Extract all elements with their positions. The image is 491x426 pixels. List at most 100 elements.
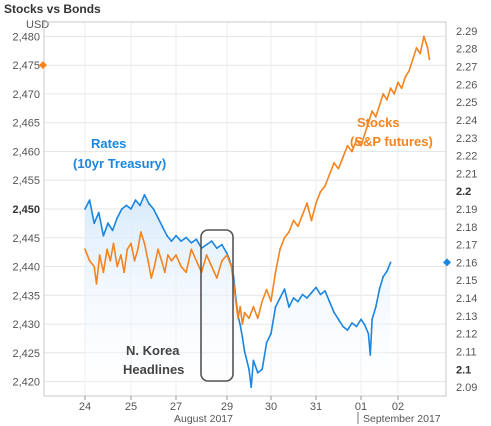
stocks-point [136,248,139,251]
rates-point [241,336,244,339]
stocks-point [84,248,86,251]
rates-point [337,318,340,321]
rates-point [360,318,362,321]
rates-point [88,199,91,202]
left-tick-label: 2,475 [12,60,40,72]
plot-frame [43,21,447,397]
stocks-point [112,242,115,245]
rates-annotation-line2: (10yr Treasury) [73,156,166,171]
stocks-point [126,248,129,251]
stocks-point [297,225,299,228]
right-axis-ticks: 2.29 2.28 2.27 2.26 2.25 2.24 2.23 2.22 2.21 2.2 2… [456,26,477,394]
x-tick-label: 24 [79,401,91,413]
chart-title: Stocks vs Bonds [4,2,101,16]
x-tick-label: 31 [310,401,322,413]
stocks-point [360,144,362,147]
left-tick-label: 2,420 [12,377,40,389]
right-tick-label: 2.22 [456,151,477,163]
right-tick-label: 2.25 [456,97,477,109]
rates-point [157,217,159,219]
rates-point [175,234,177,237]
rates-point [351,322,353,324]
stocks-point [239,305,242,308]
stocks-point [175,254,177,256]
rates-point [363,323,366,326]
stocks-point [248,317,250,320]
rates-annotation-line1: Rates [91,136,126,151]
rates-point [292,297,295,299]
right-tick-label: 2.26 [456,79,477,91]
stocks-point [116,265,119,268]
stocks-point [351,150,353,153]
rates-last-value-marker [443,258,451,267]
rates-point [248,368,250,371]
rates-area-fill [85,194,391,396]
stocks-point [270,300,272,302]
right-tick-label: 2.24 [456,115,477,127]
korea-annotation-line2: Headlines [123,362,184,377]
x-tick-label: 27 [170,401,182,413]
stocks-annotation-line1: Stocks [357,115,400,130]
right-tick-label: 2.14 [456,293,477,305]
rates-point [84,208,86,210]
stocks-point [424,41,427,43]
left-tick-label: 2,450 [12,204,40,216]
rates-point [283,288,286,290]
stocks-point [234,300,237,302]
stocks-point [237,317,239,320]
rates-point [161,225,164,228]
stocks-point [215,277,218,279]
stocks-point [355,139,358,141]
right-tick-label: 2.27 [456,62,477,74]
left-axis-ticks: 2,480 2,475 2,470 2,465 2,460 2,455 2,450 2,445… [12,31,40,388]
rates-point [93,222,96,225]
rates-point [97,211,100,214]
x-group-august: August 2017 [174,413,233,425]
stocks-point [228,259,231,262]
stocks-last-value-marker [39,61,47,70]
stocks-point [205,254,208,256]
left-tick-label: 2,430 [12,319,40,331]
rates-point [166,234,168,237]
rates-point [195,238,198,241]
rates-point [355,325,358,328]
stocks-point [256,317,259,320]
rates-point [319,293,322,296]
stocks-point [415,47,418,49]
stocks-point [292,219,295,222]
rates-point [243,350,246,353]
rates-point [107,222,109,225]
left-tick-label: 2,445 [12,233,40,245]
stocks-point [261,300,264,302]
rates-point [374,306,377,308]
x-tick-label: 25 [125,401,137,413]
rates-point [270,332,272,335]
stocks-point [98,254,101,256]
right-tick-label: 2.17 [456,240,477,252]
stocks-point [160,259,163,262]
x-group-september: September 2017 [363,413,441,425]
stocks-point [221,259,223,262]
stocks-point [400,87,403,90]
stocks-point [170,259,173,262]
rates-point [111,229,114,232]
left-tick-label: 2,425 [12,348,40,360]
right-tick-label: 2.16 [456,257,477,269]
stocks-point [153,265,156,268]
rates-point [170,240,173,243]
rates-point [250,386,253,388]
stocks-point [324,185,326,187]
stocks-point [408,70,410,72]
stocks-point [428,58,431,61]
stocks-point [133,259,136,262]
rates-point [301,293,304,296]
rates-point [125,204,128,207]
stocks-point [315,202,317,205]
rates-point [389,261,392,264]
rates-point [324,290,326,292]
stocks-annotation-line2: (S&P futures) [350,134,433,149]
x-tick-label: 30 [265,401,277,413]
stocks-point [386,98,388,101]
left-tick-label: 2,435 [12,290,40,302]
